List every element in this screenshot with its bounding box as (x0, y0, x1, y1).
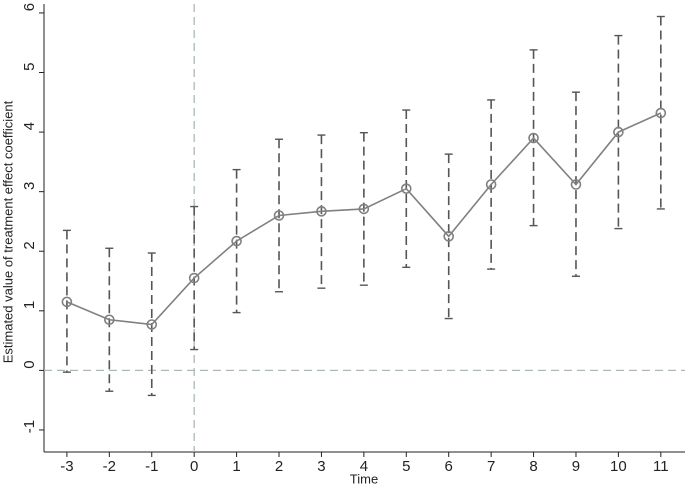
x-tick-label: 7 (487, 458, 495, 475)
x-tick-label: 10 (610, 458, 627, 475)
point (528, 132, 539, 144)
series-line (66, 112, 662, 326)
x-tick-label: 1 (232, 458, 240, 475)
point (400, 183, 412, 194)
x-axis-label: Time (350, 471, 378, 486)
point (188, 272, 200, 284)
point (485, 179, 497, 190)
x-tick-label: 3 (317, 458, 325, 475)
point (61, 296, 73, 308)
y-tick-label: 6 (21, 3, 38, 11)
x-tick-label: 8 (529, 458, 537, 475)
y-tick-label: 2 (21, 241, 38, 249)
y-axis-label: Estimated value of treatment effect coef… (0, 100, 15, 363)
x-tick-label: 6 (445, 458, 453, 475)
y-tick-label: 5 (21, 63, 38, 71)
x-tick-label: -2 (103, 458, 116, 475)
x-tick-label: -1 (145, 458, 158, 475)
point (146, 319, 158, 330)
y-tick-label: 3 (21, 182, 38, 190)
y-tick-label: 1 (21, 301, 38, 309)
y-tick-label: 4 (21, 122, 38, 130)
point (273, 210, 285, 221)
point (570, 179, 582, 190)
x-tick-label: 2 (275, 458, 283, 475)
x-tick-label: -3 (60, 458, 73, 475)
point (231, 235, 242, 247)
x-tick-label: 0 (190, 458, 198, 475)
point (316, 206, 327, 217)
point (655, 107, 667, 119)
y-tick-label: 0 (21, 360, 38, 368)
y-tick-label: -1 (21, 420, 38, 433)
point (104, 314, 115, 326)
point (613, 126, 624, 138)
point (358, 203, 370, 215)
x-tick-label: 9 (572, 458, 580, 475)
point (443, 231, 455, 242)
x-tick-label: 4 (360, 458, 368, 475)
x-tick-label: 5 (402, 458, 410, 475)
x-tick-label: 11 (653, 458, 669, 475)
